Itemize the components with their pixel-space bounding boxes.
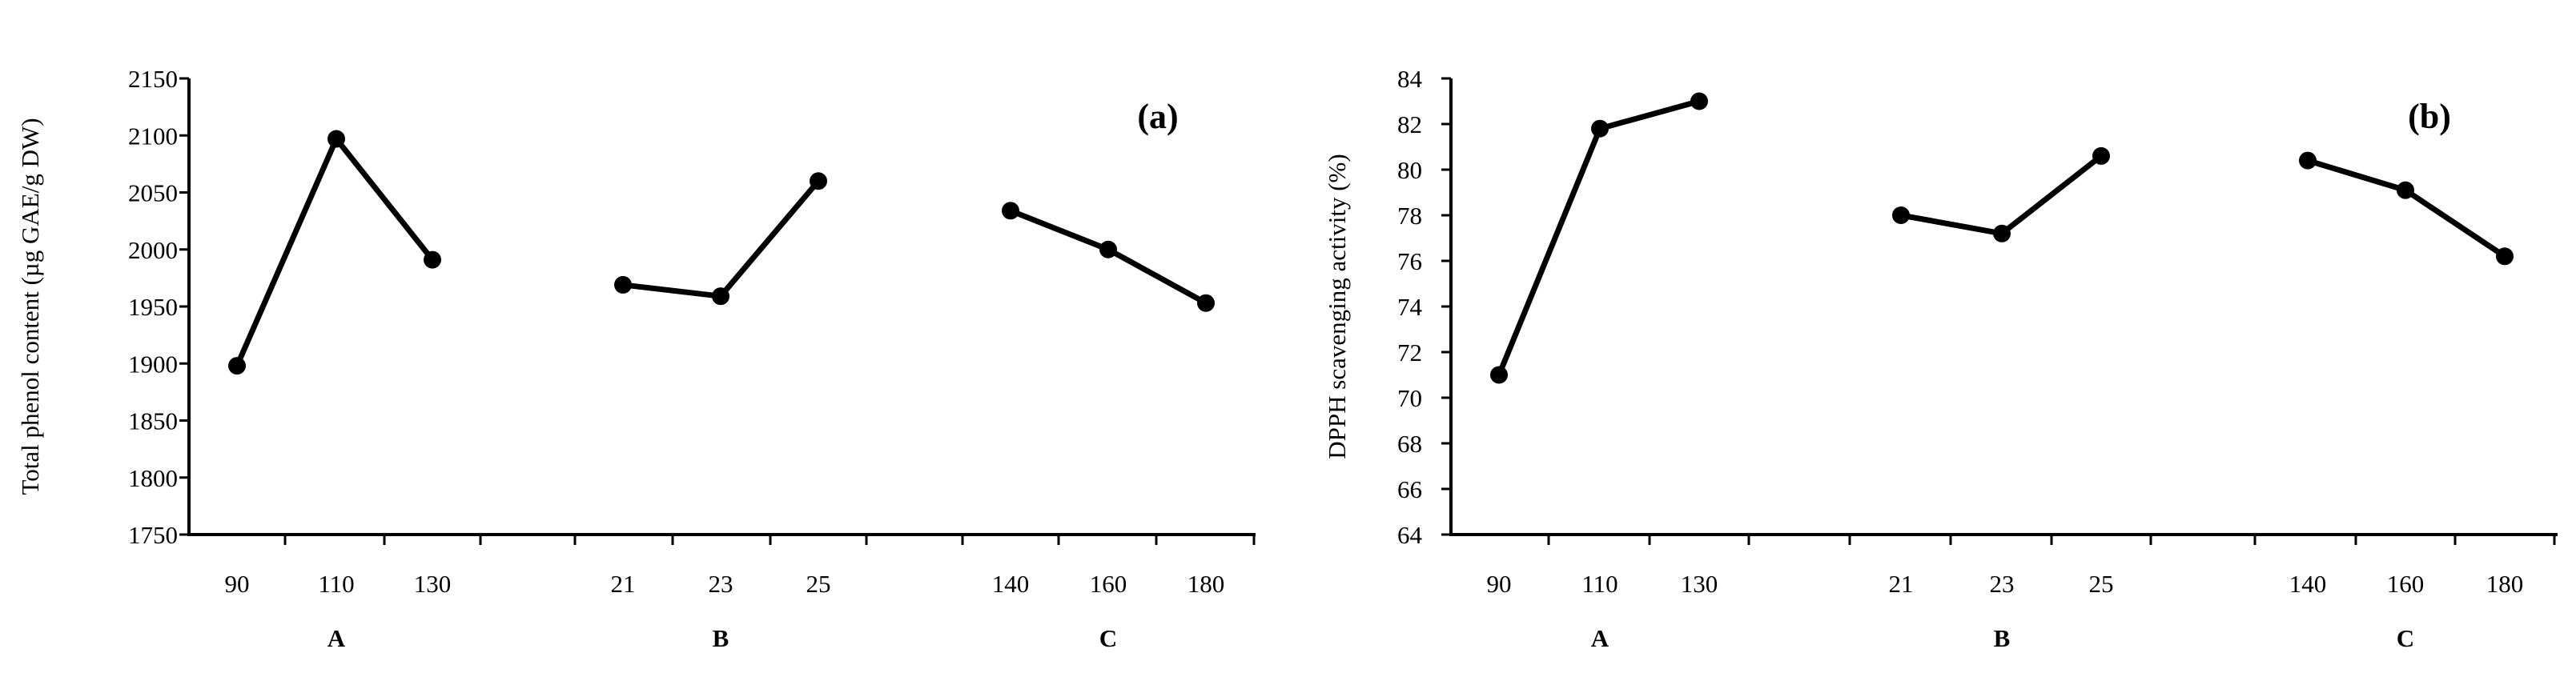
chart1-data-point: [1591, 119, 1609, 138]
chart0-data-point: [712, 287, 729, 306]
chart0-data-point: [424, 250, 441, 269]
chart0-data-point: [228, 357, 246, 375]
chart1-data-point: [2299, 151, 2317, 170]
chart1-data-point: [2496, 247, 2514, 266]
chart0-factor-label: A: [328, 624, 346, 652]
chart0-factor-label: B: [713, 624, 729, 652]
chart0-y-tick-label: 2050: [128, 179, 178, 207]
chart0-x-tick-label: 130: [414, 570, 452, 598]
chart0-y-tick-label: 2000: [128, 236, 178, 264]
chart1-x-tick-label: 23: [1990, 570, 2015, 598]
chart1-data-point: [2397, 181, 2414, 199]
chart0-data-point: [1099, 240, 1117, 258]
chart0-data-point: [810, 172, 827, 190]
chart1-y-tick-label: 84: [1397, 65, 1423, 93]
chart1-factor-label: A: [1591, 624, 1609, 652]
chart1-factor-label: C: [2397, 624, 2414, 652]
chart0-y-tick-label: 1750: [128, 521, 178, 549]
chart0-y-tick-label: 1850: [128, 407, 178, 435]
chart1-y-axis-title: DPPH scavenging activity (%): [1323, 154, 1351, 459]
chart1-x-tick-label: 90: [1487, 570, 1512, 598]
chart1-y-tick-label: 76: [1397, 247, 1422, 275]
chart0-x-tick-label: 160: [1090, 570, 1127, 598]
chart1-y-tick-label: 64: [1397, 521, 1423, 549]
chart1-data-point: [2092, 146, 2110, 165]
chart0-data-point: [328, 130, 345, 148]
chart1-x-tick-label: 160: [2387, 570, 2425, 598]
chart1-series-line-c: [2306, 158, 2506, 259]
chart0-y-tick-label: 2100: [128, 122, 178, 150]
chart0-y-tick-label: 1900: [128, 350, 178, 378]
chart0-data-point: [1197, 294, 1215, 312]
chart1-y-tick-label: 80: [1397, 156, 1422, 184]
chart1-factor-label: B: [1994, 624, 2011, 652]
chart1-data-point: [1690, 92, 1708, 110]
chart0-series-line-a: [234, 136, 435, 367]
chart0-y-axis-title: Total phenol content (µg GAE/g DW): [16, 118, 44, 495]
chart0-x-tick-label: 180: [1188, 570, 1225, 598]
chart0-x-tick-label: 90: [225, 570, 250, 598]
chart0-x-tick-label: 21: [611, 570, 636, 598]
chart1-series-line-b: [1900, 154, 2104, 237]
chart1-x-tick-label: 110: [1581, 570, 1618, 598]
chart1-x-tick-label: 25: [2089, 570, 2114, 598]
chart1-y-tick-label: 78: [1397, 202, 1422, 230]
chart1-y-tick-label: 72: [1397, 338, 1422, 367]
chart0-factor-label: C: [1099, 624, 1117, 652]
chart0-x-tick-label: 110: [318, 570, 354, 598]
chart0-x-tick-label: 140: [992, 570, 1030, 598]
chart1-y-tick-label: 70: [1397, 384, 1422, 412]
chart0-x-tick-label: 23: [709, 570, 733, 598]
chart1-data-point: [1490, 366, 1508, 384]
chart0-panel-label: (a): [1137, 97, 1178, 136]
chart0-x-tick-label: 25: [806, 570, 831, 598]
chart1-y-tick-label: 82: [1397, 110, 1422, 138]
chart1-data-point: [1892, 206, 1910, 224]
chart1-y-tick-label: 68: [1397, 430, 1422, 458]
chart1-x-tick-label: 130: [1681, 570, 1718, 598]
chart1-x-tick-label: 140: [2289, 570, 2327, 598]
chart1-data-point: [1993, 224, 2011, 242]
chart0-y-tick-label: 2150: [128, 65, 178, 93]
chart1-x-tick-label: 180: [2486, 570, 2524, 598]
chart1-panel-label: (b): [2408, 97, 2451, 136]
chart1-x-tick-label: 21: [1889, 570, 1914, 598]
chart0-series-line-b: [622, 178, 821, 299]
chart0-y-tick-label: 1950: [128, 293, 178, 321]
chart0-data-point: [1002, 202, 1019, 220]
chart0-y-tick-label: 1800: [128, 464, 178, 492]
chart1-y-tick-label: 66: [1397, 475, 1422, 503]
chart1-series-line-a: [1496, 98, 1700, 376]
chart1-y-tick-label: 74: [1397, 293, 1423, 321]
chart0-data-point: [614, 275, 632, 294]
